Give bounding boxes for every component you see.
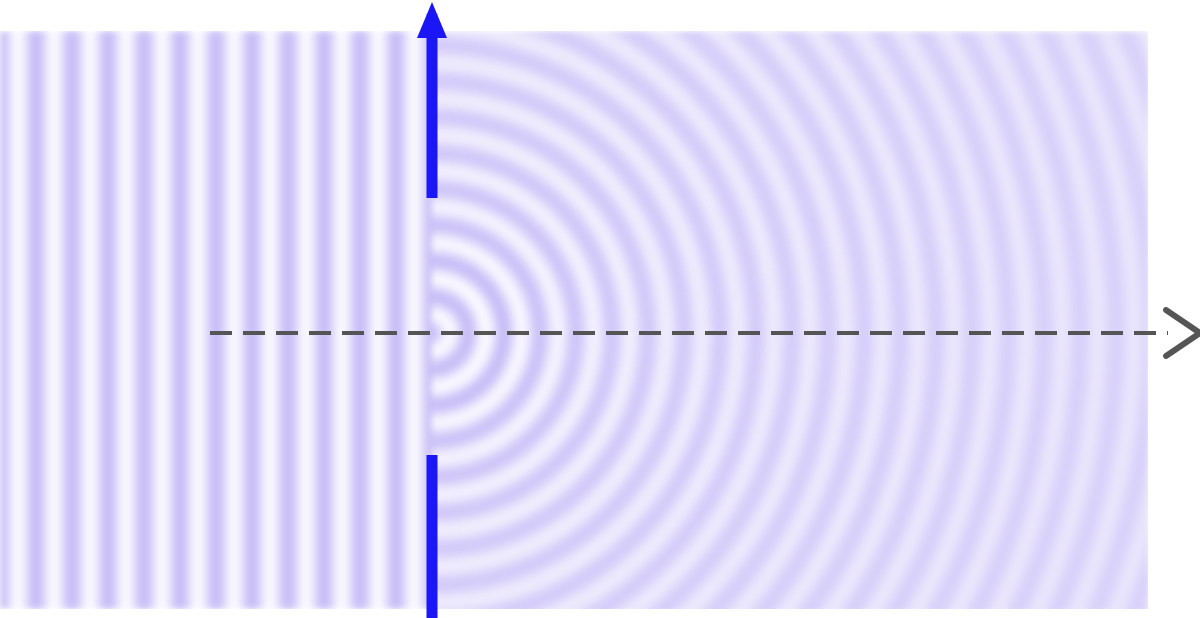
field-margin-mask-1 xyxy=(0,609,1200,618)
barrier-upper-segment xyxy=(426,14,438,198)
arrow-up-icon xyxy=(417,2,447,38)
field-margin-mask-2 xyxy=(1148,0,1200,618)
field-margin-mask-0 xyxy=(0,0,1200,31)
barrier-lower-segment xyxy=(426,455,438,618)
axis-arrow-head-icon xyxy=(1163,307,1200,359)
wave-bands xyxy=(0,31,1150,614)
slit-barrier xyxy=(417,2,447,618)
optical-axis xyxy=(210,307,1200,359)
